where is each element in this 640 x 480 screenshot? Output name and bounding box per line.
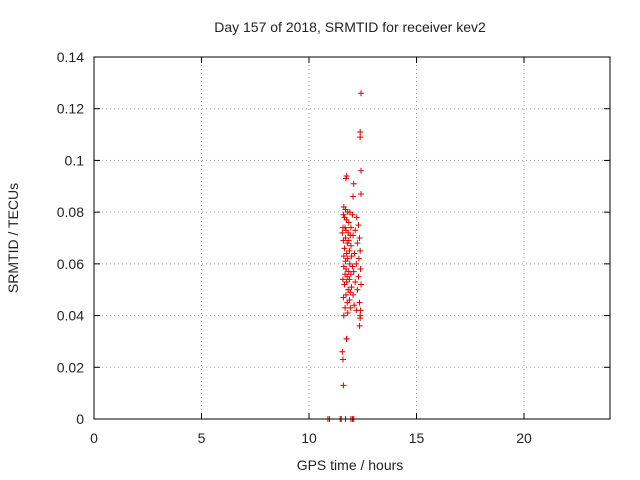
data-point: [356, 299, 363, 306]
data-point: [343, 335, 350, 342]
data-point: [355, 255, 362, 262]
data-point: [346, 276, 353, 283]
data-point: [356, 322, 363, 329]
grid-lines: [94, 57, 610, 419]
data-point: [357, 266, 364, 273]
data-point: [346, 260, 353, 267]
data-point: [341, 245, 348, 252]
data-point: [341, 281, 348, 288]
data-point: [339, 229, 346, 236]
data-point: [342, 304, 349, 311]
data-point: [354, 240, 361, 247]
data-point: [344, 299, 351, 306]
chart-title: Day 157 of 2018, SRMTID for receiver kev…: [214, 19, 486, 35]
data-point: [339, 224, 346, 231]
data-point: [358, 191, 365, 198]
y-tick-label: 0.02: [57, 359, 84, 375]
data-point: [339, 356, 346, 363]
data-point: [342, 266, 349, 273]
y-tick-label: 0.1: [65, 152, 85, 168]
data-point: [358, 90, 365, 97]
data-point: [350, 291, 357, 298]
data-point: [342, 258, 349, 265]
data-point: [344, 309, 351, 316]
data-point: [347, 289, 354, 296]
data-point: [357, 247, 364, 254]
data-point: [340, 237, 347, 244]
data-point: [351, 250, 358, 257]
data-point: [350, 180, 357, 187]
data-point: [339, 348, 346, 355]
tick-labels: 0 5 10 15 20 0 0.02 0.04 0.06 0.08 0.1 0.12 0.14: [57, 49, 532, 446]
data-point: [358, 167, 365, 174]
data-point: [357, 134, 364, 141]
data-point: [340, 211, 347, 218]
data-point: [348, 284, 355, 291]
plot-frame: [93, 56, 611, 420]
axis-ticks: [93, 56, 610, 420]
y-tick-label: 0.08: [57, 204, 84, 220]
x-tick-label: 0: [90, 430, 98, 446]
x-axis-label: GPS time / hours: [297, 457, 404, 473]
data-point: [343, 250, 350, 257]
x-tick-label: 10: [301, 430, 317, 446]
data-point: [351, 302, 358, 309]
data-point: [350, 232, 357, 239]
data-point: [350, 268, 357, 275]
data-point: [348, 253, 355, 260]
data-point: [347, 224, 354, 231]
data-point: [342, 291, 349, 298]
data-point: [357, 307, 364, 314]
data-point: [355, 273, 362, 280]
data-point: [347, 242, 354, 249]
y-tick-label: 0.06: [57, 256, 84, 272]
data-point: [346, 209, 353, 216]
data-point: [342, 175, 349, 182]
data-point: [355, 222, 362, 229]
data-point: [346, 247, 353, 254]
y-axis-label: SRMTID / TECUs: [5, 183, 21, 293]
data-point: [340, 312, 347, 319]
data-point: [345, 219, 352, 226]
x-tick-label: 5: [198, 430, 206, 446]
data-point: [340, 294, 347, 301]
data-point: [352, 227, 359, 234]
data-point: [340, 382, 347, 389]
data-point: [352, 278, 359, 285]
x-tick-label: 15: [409, 430, 425, 446]
data-point: [344, 240, 351, 247]
data-point: [357, 315, 364, 322]
data-point: [350, 193, 357, 200]
data-point: [358, 281, 365, 288]
data-point: [347, 271, 354, 278]
data-point: [349, 263, 356, 270]
data-point: [356, 235, 363, 241]
data-point: [353, 260, 360, 267]
y-tick-label: 0.14: [57, 49, 84, 65]
data-point: [340, 253, 347, 260]
data-point: [343, 172, 350, 179]
x-tick-label: 20: [516, 430, 532, 446]
y-tick-label: 0.12: [57, 101, 84, 117]
data-point: [354, 286, 361, 293]
data-point: [353, 214, 360, 221]
y-tick-label: 0: [76, 411, 84, 427]
data-point: [339, 276, 346, 283]
data-point: [357, 128, 364, 135]
data-points: [324, 90, 365, 422]
y-tick-label: 0.04: [57, 308, 84, 324]
data-point: [349, 211, 356, 218]
data-point: [347, 304, 354, 311]
